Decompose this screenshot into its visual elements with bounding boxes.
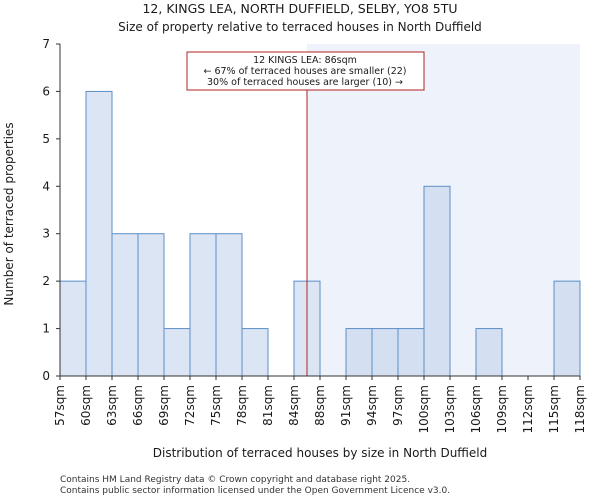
bar-78sqm: [241, 328, 269, 377]
bar-91sqm: [345, 328, 373, 377]
x-tick-label-81sqm: 81sqm: [261, 385, 275, 426]
footer-line-2: Contains public sector information licen…: [60, 486, 450, 496]
y-ticks: 0 1 2 3 4 5 6 7: [42, 37, 60, 383]
x-tick-label-60sqm: 60sqm: [79, 385, 93, 426]
bar-57sqm: [59, 280, 87, 377]
x-tick-label-115sqm: 115sqm: [547, 385, 561, 433]
x-tick-label-97sqm: 97sqm: [391, 385, 405, 426]
chart-title: 12, KINGS LEA, NORTH DUFFIELD, SELBY, YO…: [142, 1, 457, 16]
footer-line-1: Contains HM Land Registry data © Crown c…: [60, 475, 410, 485]
x-tick-label-100sqm: 100sqm: [417, 385, 431, 433]
bar-97sqm: [397, 328, 425, 377]
y-axis-label: Number of terraced properties: [2, 122, 16, 305]
annotation-line-2: ← 67% of terraced houses are smaller (22…: [203, 66, 406, 77]
x-tick-label-57sqm: 57sqm: [53, 385, 67, 426]
x-tick-label-109sqm: 109sqm: [495, 385, 509, 433]
bar-72sqm: [189, 233, 217, 377]
x-ticks: 57sqm 60sqm 63sqm 66sqm 69sqm 72sqm 75sqm 78sqm…: [53, 376, 587, 433]
y-tick-label: 3: [42, 227, 50, 241]
annotation-line-1: 12 KINGS LEA: 86sqm: [253, 55, 357, 66]
x-tick-label-88sqm: 88sqm: [313, 385, 327, 426]
x-tick-label-66sqm: 66sqm: [131, 385, 145, 426]
x-tick-label-72sqm: 72sqm: [183, 385, 197, 426]
y-tick-label: 1: [42, 322, 50, 336]
bar-115sqm: [553, 280, 581, 377]
x-tick-label-112sqm: 112sqm: [521, 385, 535, 433]
x-tick-label-91sqm: 91sqm: [339, 385, 353, 426]
x-tick-label-103sqm: 103sqm: [443, 385, 457, 433]
x-tick-label-84sqm: 84sqm: [287, 385, 301, 426]
chart-subtitle: Size of property relative to terraced ho…: [118, 20, 482, 34]
bar-94sqm: [371, 328, 399, 377]
bar-100sqm: [423, 185, 451, 377]
y-tick-label: 4: [42, 179, 50, 193]
x-tick-label-63sqm: 63sqm: [105, 385, 119, 426]
x-tick-label-94sqm: 94sqm: [365, 385, 379, 426]
x-tick-label-118sqm: 118sqm: [573, 385, 587, 433]
bar-75sqm: [215, 233, 243, 377]
y-tick-label: 6: [42, 84, 50, 98]
x-tick-label-69sqm: 69sqm: [157, 385, 171, 426]
x-tick-label-78sqm: 78sqm: [235, 385, 249, 426]
y-tick-label: 5: [42, 132, 50, 146]
annotation-line-3: 30% of terraced houses are larger (10) →: [207, 77, 403, 88]
y-tick-label: 7: [42, 37, 50, 51]
y-tick-label: 2: [42, 274, 50, 288]
annotation-box: [186, 51, 425, 91]
x-tick-label-106sqm: 106sqm: [469, 385, 483, 433]
bar-66sqm: [137, 233, 165, 377]
marker-annotation: 12 KINGS LEA: 86sqm ← 67% of terraced ho…: [186, 51, 425, 91]
bar-106sqm: [475, 328, 503, 377]
x-tick-label-75sqm: 75sqm: [209, 385, 223, 426]
bar-60sqm: [85, 90, 113, 377]
bar-63sqm: [111, 233, 139, 377]
x-axis-label: Distribution of terraced houses by size …: [153, 446, 488, 460]
y-tick-label: 0: [42, 369, 50, 383]
bar-69sqm: [163, 328, 191, 377]
